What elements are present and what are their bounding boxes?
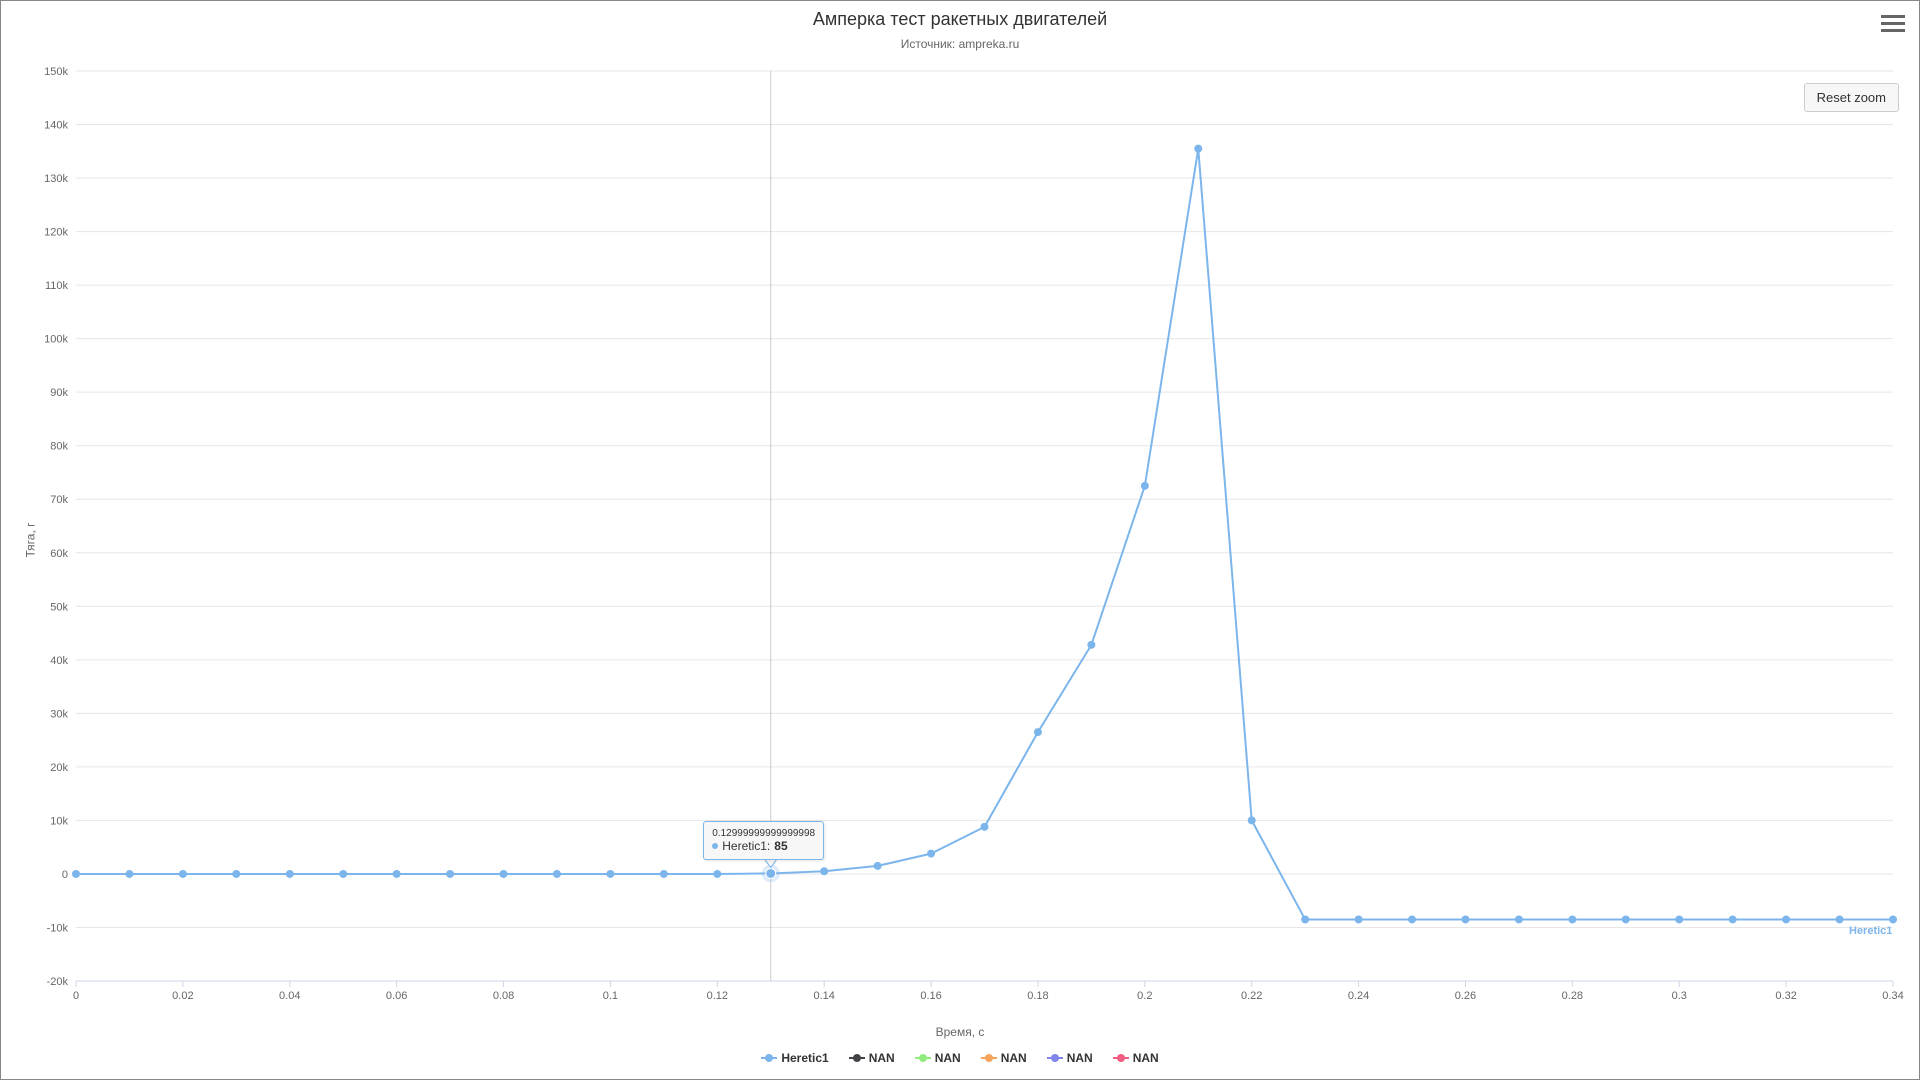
chart-container: Амперка тест ракетных двигателей Источни… <box>0 0 1920 1080</box>
svg-text:0.26: 0.26 <box>1455 990 1476 1002</box>
legend-item[interactable]: NAN <box>1047 1051 1093 1065</box>
svg-text:110k: 110k <box>45 280 69 292</box>
legend-marker-icon <box>1047 1052 1063 1064</box>
chart-subtitle: Источник: ampreka.ru <box>1 37 1919 51</box>
svg-text:70k: 70k <box>50 494 68 506</box>
y-axis-title: Тяга, г <box>24 523 38 558</box>
svg-text:0: 0 <box>73 990 79 1002</box>
svg-text:0.28: 0.28 <box>1562 990 1583 1002</box>
svg-text:0: 0 <box>62 869 68 881</box>
svg-text:130k: 130k <box>44 173 68 185</box>
legend-label: NAN <box>1001 1051 1027 1065</box>
legend-marker-icon <box>1113 1052 1129 1064</box>
legend-item[interactable]: NAN <box>981 1051 1027 1065</box>
chart-svg: -20k-10k010k20k30k40k50k60k70k80k90k100k… <box>76 71 1901 1001</box>
legend-item[interactable]: NAN <box>915 1051 961 1065</box>
legend-item[interactable]: NAN <box>849 1051 895 1065</box>
svg-text:-20k: -20k <box>47 976 69 988</box>
legend-label: NAN <box>935 1051 961 1065</box>
svg-text:100k: 100k <box>44 334 68 346</box>
svg-text:30k: 30k <box>50 708 68 720</box>
svg-text:0.04: 0.04 <box>279 990 300 1002</box>
svg-text:120k: 120k <box>44 227 68 239</box>
svg-text:0.3: 0.3 <box>1672 990 1687 1002</box>
legend: Heretic1 NAN NAN NAN NAN NAN <box>1 1051 1919 1067</box>
legend-label: Heretic1 <box>781 1051 828 1065</box>
svg-text:140k: 140k <box>44 120 68 132</box>
svg-text:50k: 50k <box>50 601 68 613</box>
svg-text:80k: 80k <box>50 441 68 453</box>
svg-text:0.08: 0.08 <box>493 990 514 1002</box>
svg-text:0.06: 0.06 <box>386 990 407 1002</box>
svg-text:-10k: -10k <box>47 922 69 934</box>
legend-label: NAN <box>1133 1051 1159 1065</box>
svg-text:0.32: 0.32 <box>1775 990 1796 1002</box>
svg-text:0.16: 0.16 <box>920 990 941 1002</box>
legend-item[interactable]: NAN <box>1113 1051 1159 1065</box>
svg-text:0.22: 0.22 <box>1241 990 1262 1002</box>
svg-text:20k: 20k <box>50 762 68 774</box>
legend-item[interactable]: Heretic1 <box>761 1051 828 1065</box>
svg-text:40k: 40k <box>50 655 68 667</box>
legend-marker-icon <box>761 1052 777 1064</box>
legend-label: NAN <box>869 1051 895 1065</box>
chart-title: Амперка тест ракетных двигателей <box>1 9 1919 30</box>
svg-text:0.2: 0.2 <box>1137 990 1152 1002</box>
svg-text:10k: 10k <box>50 815 68 827</box>
svg-text:60k: 60k <box>50 548 68 560</box>
svg-text:0.34: 0.34 <box>1882 990 1903 1002</box>
legend-marker-icon <box>915 1052 931 1064</box>
series-end-label: Heretic1 <box>1849 925 1892 937</box>
svg-text:0.18: 0.18 <box>1027 990 1048 1002</box>
x-axis-title: Время, с <box>1 1025 1919 1039</box>
svg-text:0.02: 0.02 <box>172 990 193 1002</box>
legend-marker-icon <box>849 1052 865 1064</box>
legend-marker-icon <box>981 1052 997 1064</box>
svg-text:0.14: 0.14 <box>813 990 834 1002</box>
svg-text:150k: 150k <box>44 66 68 78</box>
svg-text:90k: 90k <box>50 387 68 399</box>
svg-text:0.12: 0.12 <box>707 990 728 1002</box>
legend-label: NAN <box>1067 1051 1093 1065</box>
svg-text:0.1: 0.1 <box>603 990 618 1002</box>
plot-area[interactable]: -20k-10k010k20k30k40k50k60k70k80k90k100k… <box>76 71 1901 1001</box>
svg-text:0.24: 0.24 <box>1348 990 1369 1002</box>
hamburger-menu-icon[interactable] <box>1881 11 1905 33</box>
